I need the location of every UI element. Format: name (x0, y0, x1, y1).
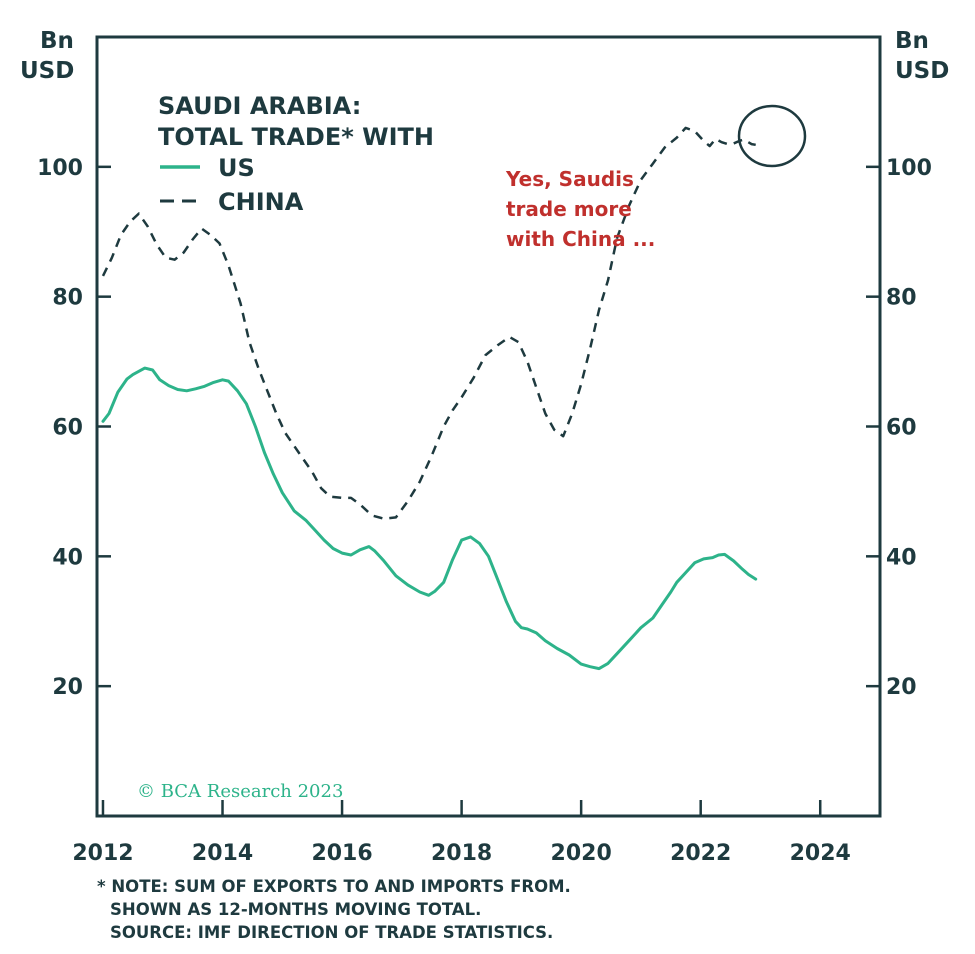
x-tick-label-2012: 2012 (72, 841, 133, 866)
footnote-line-1: * NOTE: SUM OF EXPORTS TO AND IMPORTS FR… (97, 877, 571, 896)
y-tick-label-right-20: 20 (886, 675, 917, 700)
annotation-line-3: with China ... (506, 227, 655, 251)
annotation-line-2: trade more (506, 197, 632, 221)
series-line-china (101, 126, 756, 520)
y-tick-label-left-80: 80 (52, 286, 83, 311)
legend-label-china: CHINA (218, 188, 304, 216)
y-axis-ticks: 20 20 40 40 60 60 80 80 100 100 (37, 156, 932, 700)
x-axis-ticks: 2012 2014 2016 2018 2020 2022 2024 (72, 800, 851, 866)
highlight-circle (737, 104, 807, 168)
right-unit-label-line2: USD (895, 58, 949, 84)
x-tick-label-2014: 2014 (192, 841, 253, 866)
x-tick-label-2016: 2016 (311, 841, 372, 866)
x-tick-label-2020: 2020 (551, 841, 612, 866)
chart-subtitle: TOTAL TRADE* WITH (158, 123, 434, 151)
left-unit-label-line2: USD (20, 58, 74, 84)
y-tick-label-right-100: 100 (886, 156, 932, 181)
footnote-line-3: SOURCE: IMF DIRECTION OF TRADE STATISTIC… (110, 923, 553, 942)
plot-frame (95, 35, 882, 818)
footnote-line-2: SHOWN AS 12-MONTHS MOVING TOTAL. (110, 900, 481, 919)
x-tick-label-2022: 2022 (670, 841, 731, 866)
y-tick-label-right-40: 40 (886, 545, 917, 570)
x-tick-label-2024: 2024 (790, 841, 851, 866)
chart-title: SAUDI ARABIA: (158, 92, 361, 120)
legend-label-us: US (218, 154, 255, 182)
credit-text: © BCA Research 2023 (137, 781, 343, 802)
y-tick-label-left-60: 60 (52, 416, 83, 441)
left-unit-label-line1: Bn (40, 28, 74, 54)
annotation-line-1: Yes, Saudis (505, 167, 634, 191)
right-unit-label-line1: Bn (895, 28, 929, 54)
y-tick-label-left-40: 40 (52, 545, 83, 570)
y-tick-label-right-60: 60 (886, 416, 917, 441)
y-tick-label-right-80: 80 (886, 286, 917, 311)
y-tick-label-left-20: 20 (52, 675, 83, 700)
series-line-us (101, 366, 758, 671)
x-tick-label-2018: 2018 (431, 841, 492, 866)
y-tick-label-left-100: 100 (37, 156, 83, 181)
